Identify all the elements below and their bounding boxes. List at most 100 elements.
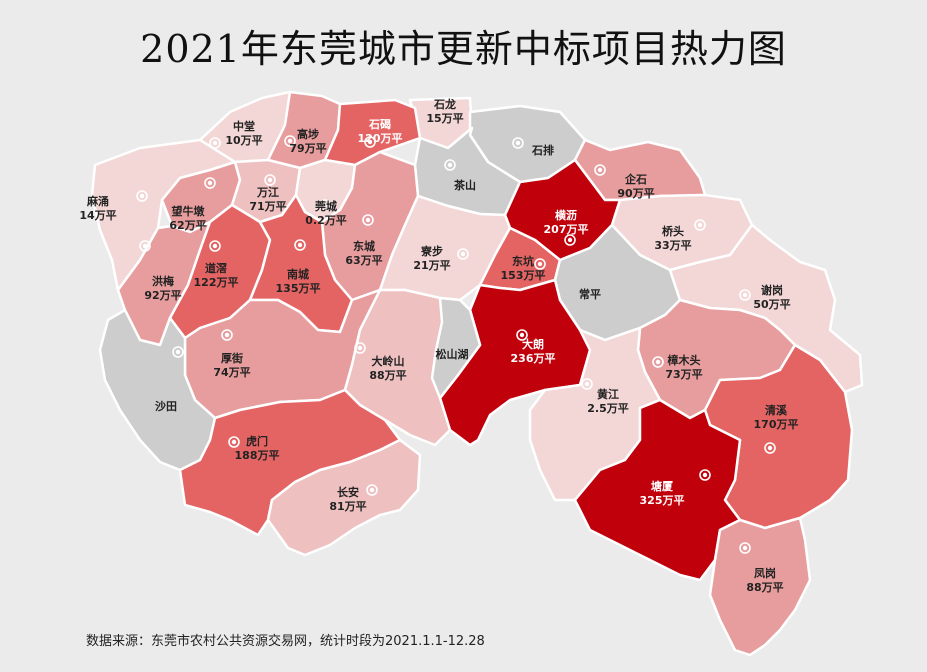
- location-marker-dot: [267, 177, 273, 183]
- location-marker-icon: [652, 356, 664, 368]
- region-value-label: 236万平: [511, 352, 556, 365]
- location-marker-icon: [139, 240, 151, 252]
- region-name-label: 万江: [256, 185, 279, 199]
- location-marker-icon: [294, 239, 306, 251]
- region-value-label: 92万平: [144, 289, 181, 302]
- map-title: 2021年东莞城市更新中标项目热力图: [140, 27, 787, 71]
- location-marker-icon: [516, 329, 528, 341]
- region-name-label: 企石: [624, 172, 647, 186]
- region-name-label: 石排: [531, 143, 554, 157]
- region-name-label: 洪梅: [152, 274, 174, 288]
- location-marker-icon: [581, 378, 593, 390]
- region-value-label: 88万平: [746, 581, 783, 594]
- region-name-label: 樟木头: [667, 353, 701, 367]
- location-marker-dot: [357, 345, 363, 351]
- region-machong[interactable]: [90, 138, 237, 292]
- region-chang-an[interactable]: [266, 438, 422, 557]
- location-marker-dot: [742, 545, 748, 551]
- location-marker-dot: [142, 243, 148, 249]
- location-marker-dot: [297, 242, 303, 248]
- location-marker-dot: [697, 222, 703, 228]
- location-marker-icon: [512, 137, 524, 149]
- region-name-label: 茶山: [453, 178, 476, 192]
- region-name-label: 大岭山: [372, 354, 405, 368]
- region-name-label: 中堂: [233, 119, 255, 133]
- location-marker-dot: [655, 359, 661, 365]
- region-value-label: 74万平: [213, 366, 250, 379]
- region-name-label: 塘厦: [651, 479, 674, 493]
- region-value-label: 14万平: [79, 209, 116, 222]
- location-marker-dot: [369, 487, 375, 493]
- region-name-label: 麻涌: [86, 194, 109, 208]
- location-marker-dot: [515, 140, 521, 146]
- region-value-label: 62万平: [169, 219, 206, 232]
- region-value-label: 79万平: [289, 142, 326, 155]
- region-value-label: 81万平: [329, 500, 366, 513]
- location-marker-dot: [537, 261, 543, 267]
- location-marker-icon: [534, 258, 546, 270]
- region-name-label: 凤岗: [754, 566, 776, 580]
- region-name-label: 长安: [337, 485, 359, 499]
- region-name-label: 谢岗: [761, 283, 783, 297]
- region-fenggang[interactable]: [708, 516, 812, 657]
- location-marker-icon: [228, 436, 240, 448]
- data-source-note: 数据来源：东莞市农村公共资源交易网，统计时段为2021.1.1-12.28: [86, 634, 485, 649]
- location-marker-icon: [564, 234, 576, 246]
- location-marker-icon: [172, 346, 184, 358]
- region-value-label: 0.2万平: [305, 214, 347, 227]
- location-marker-dot: [139, 193, 145, 199]
- location-marker-dot: [742, 292, 748, 298]
- location-marker-dot: [231, 439, 237, 445]
- region-name-label: 石碣: [368, 118, 391, 131]
- region-name-label: 沙田: [155, 400, 177, 413]
- location-marker-dot: [287, 138, 293, 144]
- location-marker-icon: [739, 289, 751, 301]
- region-songshanhu[interactable]: [430, 296, 482, 400]
- region-value-label: 2.5万平: [587, 402, 629, 415]
- region-name-label: 桥头: [662, 224, 684, 238]
- location-marker-dot: [584, 381, 590, 387]
- region-name-label: 东城: [353, 239, 375, 253]
- region-value-label: 50万平: [753, 298, 790, 311]
- region-value-label: 188万平: [235, 449, 280, 462]
- region-liaobu[interactable]: [378, 194, 512, 302]
- location-marker-dot: [702, 472, 708, 478]
- region-name-label: 大朗: [522, 337, 544, 351]
- location-marker-icon: [694, 219, 706, 231]
- region-name-label: 松山湖: [436, 347, 469, 361]
- location-marker-icon: [209, 240, 221, 252]
- region-name-label: 厚街: [221, 351, 243, 365]
- region-value-label: 122万平: [194, 276, 239, 289]
- location-marker-icon: [366, 484, 378, 496]
- region-name-label: 高埗: [297, 127, 319, 141]
- region-value-label: 153万平: [501, 269, 546, 282]
- region-name-label: 道滘: [205, 261, 227, 275]
- region-value-label: 15万平: [426, 112, 463, 125]
- location-marker-icon: [362, 214, 374, 226]
- region-name-label: 清溪: [765, 403, 788, 417]
- region-name-label: 莞城: [314, 199, 337, 213]
- location-marker-dot: [365, 217, 371, 223]
- region-name-label: 虎门: [246, 434, 268, 448]
- location-marker-dot: [767, 445, 773, 451]
- location-marker-dot: [224, 332, 230, 338]
- location-marker-icon: [319, 199, 331, 211]
- location-marker-icon: [699, 469, 711, 481]
- location-marker-icon: [221, 329, 233, 341]
- location-marker-dot: [567, 237, 573, 243]
- region-name-label: 东坑: [512, 254, 534, 268]
- location-marker-icon: [594, 164, 606, 176]
- location-marker-icon: [764, 442, 776, 454]
- location-marker-dot: [367, 139, 373, 145]
- location-marker-dot: [447, 162, 453, 168]
- location-marker-icon: [136, 190, 148, 202]
- region-name-label: 石龙: [433, 97, 456, 111]
- region-name-label: 望牛墩: [172, 204, 206, 218]
- location-marker-icon: [354, 342, 366, 354]
- location-marker-dot: [322, 202, 328, 208]
- region-value-label: 71万平: [249, 200, 286, 213]
- region-value-label: 170万平: [754, 418, 799, 431]
- location-marker-dot: [212, 243, 218, 249]
- region-value-label: 90万平: [617, 187, 654, 200]
- region-name-label: 常平: [579, 287, 601, 301]
